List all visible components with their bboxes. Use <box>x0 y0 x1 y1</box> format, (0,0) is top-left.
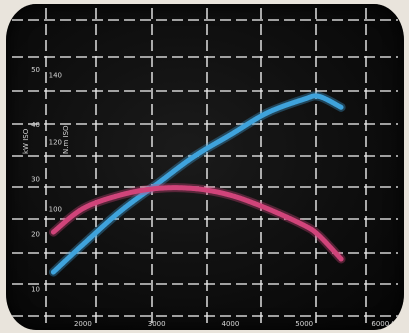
kw-tick-label: 40 <box>31 121 40 129</box>
x-tick-label: 2000 <box>74 320 92 328</box>
left-axis-label: kW ISO <box>22 128 30 154</box>
right-axis-label: N.m ISO <box>62 125 70 154</box>
nm-tick-label: 100 <box>49 206 62 214</box>
x-tick-label: 4000 <box>222 320 240 328</box>
power-curve <box>50 93 344 275</box>
tick-labels: 2000 3000 4000 5000 6000 tr/min 10 20 30 40 50 100… <box>31 66 404 328</box>
torque-curve <box>50 185 344 262</box>
x-tick-label: 3000 <box>148 320 166 328</box>
curves <box>48 91 346 277</box>
kw-tick-label: 50 <box>31 66 40 74</box>
nm-tick-label: 120 <box>49 139 62 147</box>
kw-tick-label: 10 <box>31 286 40 294</box>
kw-tick-label: 20 <box>31 231 40 239</box>
kw-tick-label: 30 <box>31 176 40 184</box>
crt-screen: 2000 3000 4000 5000 6000 tr/min 10 20 30 40 50 100… <box>6 4 404 330</box>
x-tick-label: 5000 <box>295 320 313 328</box>
x-tick-label: 6000 tr/min <box>371 320 404 328</box>
nm-tick-label: 140 <box>49 71 62 79</box>
engine-performance-chart: 2000 3000 4000 5000 6000 tr/min 10 20 30 40 50 100… <box>12 8 404 328</box>
chart-grid <box>12 8 398 324</box>
